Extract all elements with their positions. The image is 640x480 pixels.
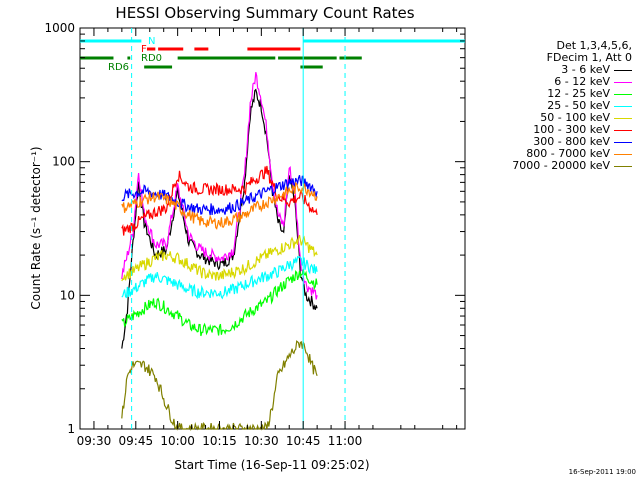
x-tick-label: 10:30	[244, 434, 279, 448]
legend-header-decim: FDecim 1, Att 0	[546, 51, 632, 64]
series-line	[121, 234, 318, 282]
series-line	[121, 181, 318, 230]
x-tick-label: 09:30	[77, 434, 112, 448]
series-line	[121, 268, 318, 337]
legend-item: 300 - 800 keV	[512, 136, 632, 148]
flag-label-rd6: RD6	[108, 62, 129, 73]
legend-swatch	[614, 153, 632, 155]
series-line	[121, 72, 318, 300]
legend-swatch	[614, 93, 632, 95]
legend-item: 25 - 50 keV	[512, 100, 632, 112]
series-line	[121, 340, 318, 432]
legend-item: 3 - 6 keV	[512, 64, 632, 76]
axis-ticks: 09:30 09:45 10:00 10:15 10:30 10:45 11:00 1 10 10…	[44, 21, 465, 448]
legend-swatch	[614, 165, 632, 167]
legend-item-label: 6 - 12 keV	[554, 75, 610, 88]
legend-header-det: Det 1,3,4,5,6,	[556, 39, 632, 52]
legend-item: 50 - 100 keV	[512, 112, 632, 124]
flags-layer	[80, 39, 465, 69]
y-tick-label: 100	[52, 155, 75, 169]
legend-swatch	[614, 141, 632, 143]
chart-title: HESSI Observing Summary Count Rates	[115, 4, 414, 22]
series-layer	[121, 72, 318, 432]
series-line	[121, 88, 318, 349]
legend-item-label: 7000 - 20000 keV	[512, 159, 610, 172]
legend-swatch	[614, 129, 632, 131]
y-tick-label: 1000	[44, 21, 75, 35]
flag-label-rd0: RD0	[141, 53, 162, 64]
y-axis-label: Count Rate (s⁻¹ detector⁻¹)	[29, 146, 43, 309]
legend-item-label: 300 - 800 keV	[533, 135, 610, 148]
series-line	[121, 175, 318, 216]
legend-swatch	[614, 117, 632, 119]
legend-item: 6 - 12 keV	[512, 76, 632, 88]
series-line	[121, 255, 318, 300]
x-tick-label: 11:00	[328, 434, 363, 448]
x-tick-label: 10:45	[286, 434, 321, 448]
legend-swatch	[614, 69, 632, 71]
legend-item: 100 - 300 keV	[512, 124, 632, 136]
x-axis-label: Start Time (16-Sep-11 09:25:02)	[174, 458, 369, 472]
plot-frame	[79, 27, 466, 430]
legend-swatch	[614, 81, 632, 83]
y-tick-label: 1	[67, 422, 75, 436]
legend-item: 800 - 7000 keV	[512, 148, 632, 160]
legend-swatch	[614, 105, 632, 107]
saa-markers	[131, 28, 346, 429]
x-tick-label: 09:45	[119, 434, 154, 448]
legend: Det 1,3,4,5,6, FDecim 1, Att 0 3 - 6 keV…	[512, 40, 632, 172]
legend-item-label: 100 - 300 keV	[533, 123, 610, 136]
timestamp: 16-Sep-2011 19:00	[569, 468, 636, 476]
flag-label-f: F	[141, 44, 147, 55]
x-tick-label: 10:00	[160, 434, 195, 448]
flag-label-n: N	[148, 36, 155, 47]
legend-item-label: 50 - 100 keV	[540, 111, 610, 124]
legend-item: 12 - 25 keV	[512, 88, 632, 100]
legend-item-label: 800 - 7000 keV	[526, 147, 610, 160]
x-tick-label: 10:15	[202, 434, 237, 448]
legend-item: 7000 - 20000 keV	[512, 160, 632, 172]
legend-item-label: 12 - 25 keV	[547, 87, 610, 100]
legend-item-label: 3 - 6 keV	[561, 63, 610, 76]
y-tick-label: 10	[60, 288, 75, 302]
legend-item-label: 25 - 50 keV	[547, 99, 610, 112]
